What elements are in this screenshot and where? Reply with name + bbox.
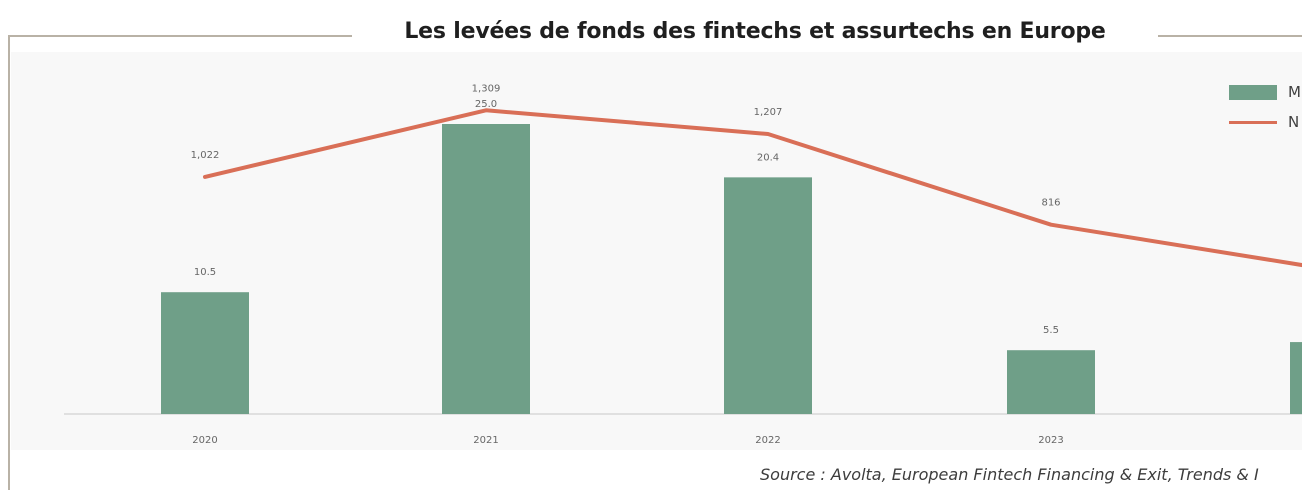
bar-3 (724, 177, 812, 414)
legend-bar-swatch (1229, 84, 1277, 100)
bar-2 (442, 124, 530, 414)
frame-top-left-line (8, 35, 352, 37)
legend-line-label: N (1288, 113, 1300, 131)
line-value-label-3: 1,207 (754, 107, 783, 118)
source-note: Source : Avolta, European Fintech Financ… (760, 465, 1259, 484)
bar-4 (1007, 350, 1095, 414)
line-value-label-2: 1,309 (472, 83, 501, 94)
x-tick-label-4: 2023 (1038, 435, 1063, 446)
x-tick-label-2: 2021 (473, 435, 498, 446)
chart-title: Les levées de fonds des fintechs et assu… (404, 18, 1106, 44)
frame-top-right-line (1158, 35, 1302, 37)
legend-line-item: N (1229, 113, 1302, 131)
bar-value-label-2: 25.0 (475, 99, 497, 110)
legend-line-swatch (1229, 120, 1277, 124)
line-value-label-4: 816 (1041, 198, 1060, 209)
line-series-path (203, 108, 1302, 268)
x-tick-label-1: 2020 (192, 435, 217, 446)
frame-left-line (8, 35, 10, 490)
bar-value-label-3: 20.4 (757, 152, 779, 163)
bar-5 (1290, 342, 1302, 414)
x-tick-label-3: 2022 (755, 435, 780, 446)
bar-1 (161, 292, 249, 414)
bar-value-label-4: 5.5 (1043, 325, 1059, 336)
line-value-label-1: 1,022 (191, 150, 220, 161)
bar-value-label-1: 10.5 (194, 267, 216, 278)
legend-bar-label: M (1288, 83, 1301, 101)
legend-bar-item: M (1229, 83, 1302, 101)
